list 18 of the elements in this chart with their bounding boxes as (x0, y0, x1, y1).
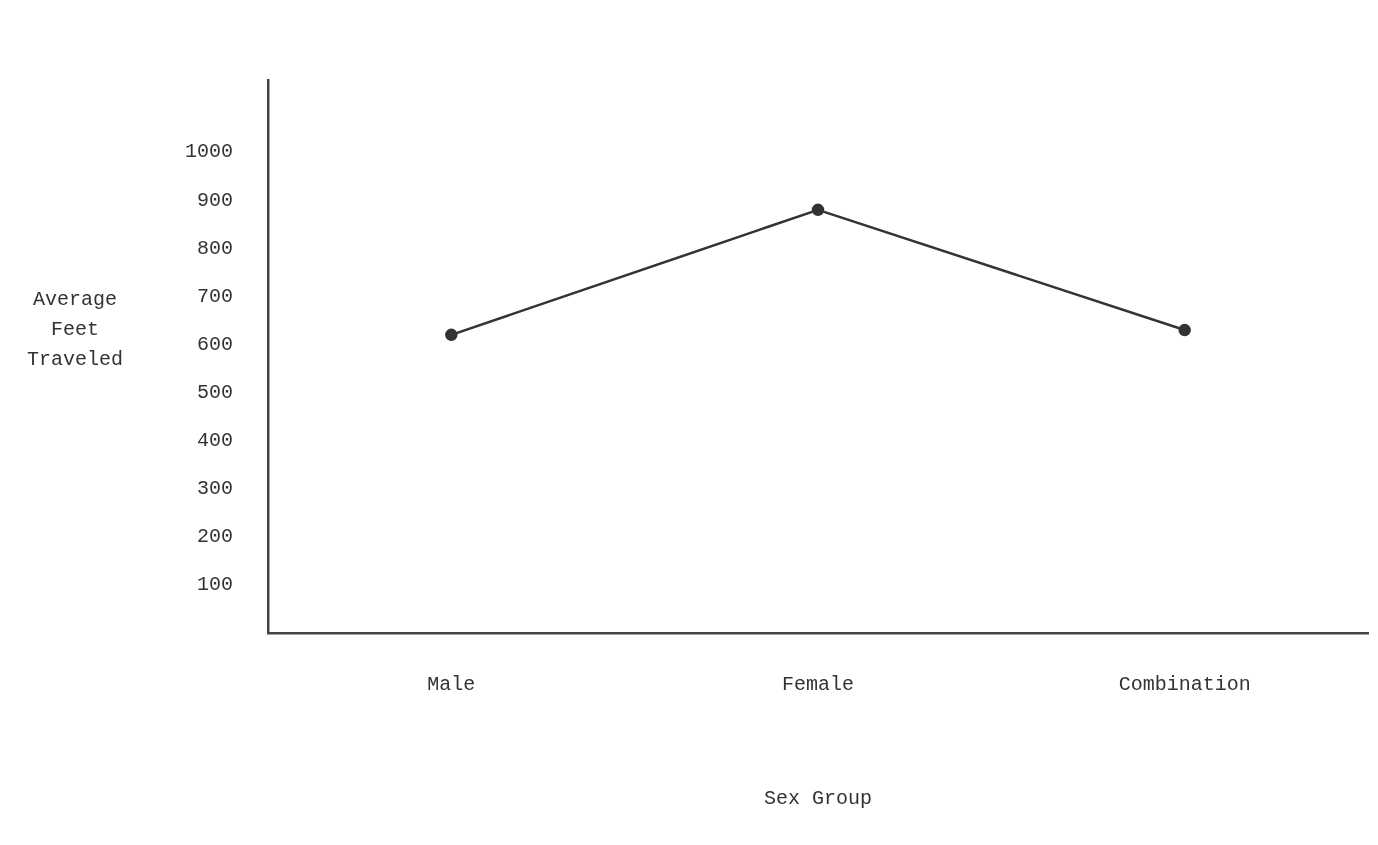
y-tick-label: 800 (196, 236, 234, 260)
y-tick-label: 500 (196, 380, 234, 404)
y-tick-label: 400 (196, 428, 234, 452)
y-tick-label: 600 (196, 332, 234, 356)
x-tick-label: Female (782, 673, 855, 697)
y-tick-label: 300 (196, 477, 234, 501)
y-tick-label: 100 (196, 573, 234, 597)
y-axis-title: Average Feet Traveled (26, 287, 124, 373)
x-axis-title: Sex Group (763, 787, 873, 811)
y-tick-label: 1000 (184, 140, 234, 164)
y-tick-label: 200 (196, 525, 234, 549)
point (811, 203, 825, 217)
x-tick-label: Male (427, 673, 476, 697)
point (1178, 323, 1191, 337)
y-tick-label: 700 (196, 284, 234, 308)
point (445, 328, 458, 342)
y-tick-label: 900 (196, 188, 234, 212)
x-tick-label: Combination (1118, 673, 1251, 697)
